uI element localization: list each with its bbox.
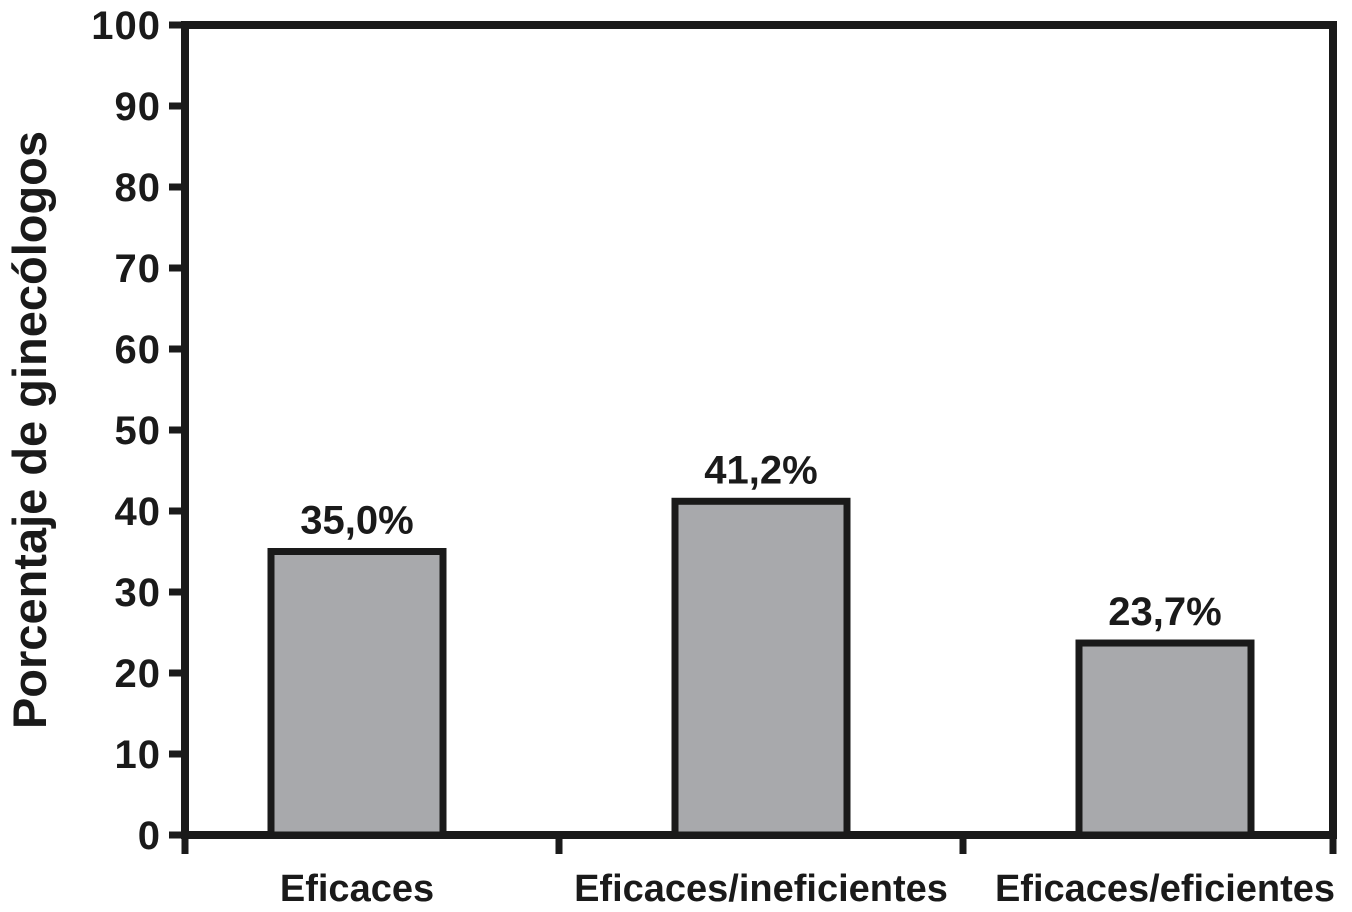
y-tick-label: 80 (115, 166, 162, 210)
x-axis-ticks (181, 835, 1337, 854)
bar (671, 497, 851, 839)
y-axis-tick-labels: 0 10 20 30 40 50 60 70 80 90 100 (91, 4, 162, 858)
category-label: Eficaces (280, 868, 434, 910)
y-tick-label: 90 (115, 85, 162, 129)
bar-value-label: 23,7% (1108, 590, 1221, 634)
y-axis-title: Porcentaje de ginecólogos (3, 131, 56, 729)
category-label: Eficaces/eficientes (995, 868, 1335, 910)
y-tick-label: 70 (115, 247, 162, 291)
y-tick-label: 0 (138, 814, 161, 858)
y-tick-label: 50 (115, 409, 162, 453)
bar-value-labels: 35,0% 41,2% 23,7% (300, 448, 1221, 634)
bar-value-label: 35,0% (300, 499, 413, 543)
bar-value-label: 41,2% (704, 448, 817, 492)
y-tick-label: 40 (115, 490, 162, 534)
bar (267, 548, 447, 839)
y-tick-label: 10 (115, 733, 162, 777)
bar (1075, 639, 1255, 839)
bars-group (267, 497, 1255, 839)
y-tick-label: 20 (115, 652, 162, 696)
y-tick-label: 100 (91, 4, 161, 48)
category-label: Eficaces/ineficientes (574, 868, 948, 910)
x-axis-category-labels: Eficaces Eficaces/ineficientes Eficaces/ef… (280, 868, 1335, 910)
y-tick-label: 60 (115, 328, 162, 372)
y-tick-label: 30 (115, 571, 162, 615)
